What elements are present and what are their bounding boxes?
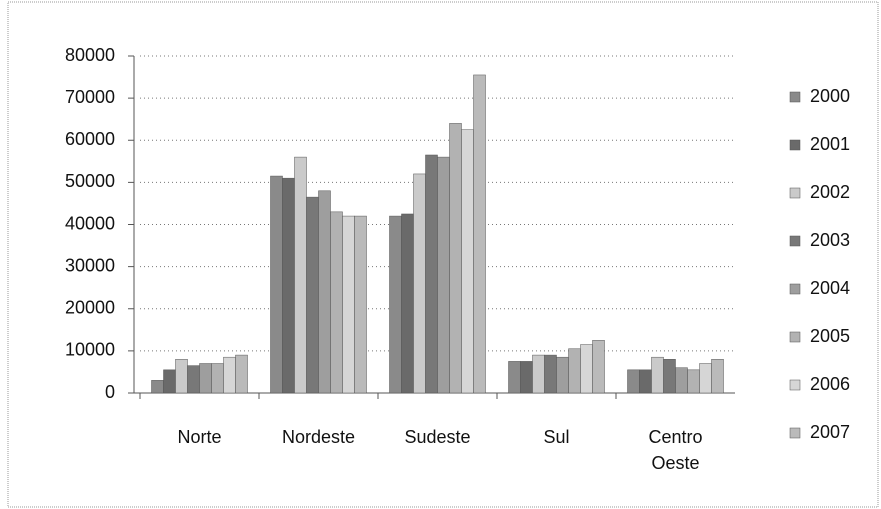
legend-label: 2004 xyxy=(810,278,850,298)
bar xyxy=(163,369,176,394)
x-tick-label: Sul xyxy=(543,427,570,447)
y-tick-label: 30000 xyxy=(65,255,115,275)
bar xyxy=(389,215,402,394)
bar xyxy=(687,369,700,394)
y-tick-label: 50000 xyxy=(65,171,115,191)
bar xyxy=(639,369,652,394)
x-tick-label: Centro Oeste xyxy=(648,427,703,473)
legend-swatch xyxy=(789,235,801,247)
legend-swatch xyxy=(789,187,801,199)
bar xyxy=(187,365,200,394)
bar xyxy=(294,156,307,394)
bar xyxy=(473,74,486,394)
legend-label: 2003 xyxy=(810,230,850,250)
bar xyxy=(235,354,248,394)
bar xyxy=(282,177,295,394)
bar xyxy=(437,156,450,394)
y-tick-label: 0 xyxy=(105,382,115,402)
bar xyxy=(306,196,319,394)
bar xyxy=(354,215,367,394)
bar xyxy=(711,359,724,394)
y-tick-label: 40000 xyxy=(65,213,115,233)
legend-swatch xyxy=(789,379,801,391)
legend-swatch xyxy=(789,331,801,343)
bar xyxy=(568,348,581,394)
bar xyxy=(223,356,236,394)
legend-label: 2001 xyxy=(810,134,850,154)
bar xyxy=(651,356,664,394)
bar xyxy=(330,211,343,394)
bar xyxy=(413,173,426,394)
bar xyxy=(175,359,188,394)
bar xyxy=(627,369,640,394)
y-tick-label: 20000 xyxy=(65,298,115,318)
legend-label: 2007 xyxy=(810,422,850,442)
bar xyxy=(199,363,212,394)
bar xyxy=(425,154,438,394)
legend-swatch xyxy=(789,139,801,151)
bar xyxy=(449,123,462,394)
legend-label: 2006 xyxy=(810,374,850,394)
bar xyxy=(342,215,355,394)
legend-label: 2005 xyxy=(810,326,850,346)
bar xyxy=(592,340,605,394)
bar xyxy=(544,354,557,394)
bar xyxy=(699,363,712,394)
y-tick-label: 10000 xyxy=(65,340,115,360)
bar xyxy=(580,344,593,394)
bar xyxy=(270,175,283,394)
bar xyxy=(211,363,224,394)
bar xyxy=(675,367,688,394)
x-tick-label: Nordeste xyxy=(281,427,356,447)
y-tick-label: 70000 xyxy=(65,87,115,107)
y-tick-label: 60000 xyxy=(65,129,115,149)
legend-label: 2002 xyxy=(810,182,850,202)
bar xyxy=(532,354,545,394)
legend-swatch xyxy=(789,91,801,103)
bar xyxy=(461,129,474,394)
legend-swatch xyxy=(789,427,801,439)
x-tick-label: Sudeste xyxy=(404,427,471,447)
bar xyxy=(663,359,676,394)
y-tick-label: 80000 xyxy=(65,45,115,65)
bar xyxy=(520,361,533,394)
x-tick-label: Norte xyxy=(177,427,222,447)
bar xyxy=(401,213,414,394)
bar xyxy=(508,361,521,394)
legend-label: 2000 xyxy=(810,86,850,106)
bar xyxy=(318,190,331,394)
legend-swatch xyxy=(789,283,801,295)
bar xyxy=(556,356,569,394)
bar xyxy=(151,380,164,394)
